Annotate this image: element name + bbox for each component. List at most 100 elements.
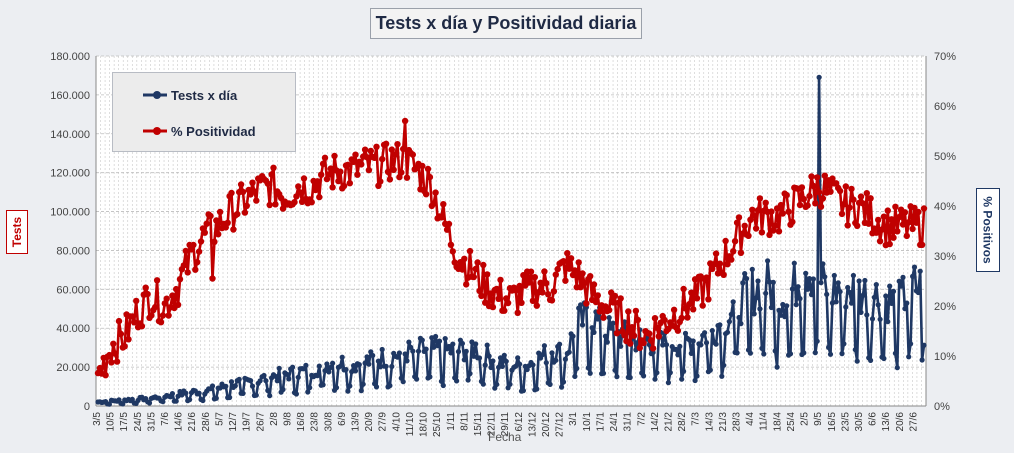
positividad-series-point xyxy=(239,188,247,196)
tests-series-point xyxy=(709,328,715,334)
tests-series-point xyxy=(530,362,536,368)
x-tick-label: 7/2 xyxy=(636,412,647,426)
tests-series-point xyxy=(383,363,389,369)
x-tick-label: 25/10 xyxy=(432,412,443,437)
tests-series-point xyxy=(455,349,462,355)
tests-series-point xyxy=(570,333,576,339)
positividad-series-point xyxy=(842,183,849,190)
positividad-series-point xyxy=(463,281,470,288)
tests-series-point xyxy=(560,379,567,385)
positividad-series-point xyxy=(174,301,182,308)
tests-series-point xyxy=(183,390,189,396)
positividad-series-point xyxy=(836,187,844,195)
tests-series-point xyxy=(890,288,897,294)
positividad-series-point xyxy=(875,216,882,224)
positividad-series-point xyxy=(148,312,155,319)
positividad-series-point xyxy=(243,202,250,209)
positividad-series-point xyxy=(712,250,720,257)
tests-series-point xyxy=(782,314,788,320)
tests-series-point xyxy=(873,282,879,288)
tests-series-point xyxy=(791,260,797,266)
x-tick-label: 12/7 xyxy=(228,412,239,432)
positividad-series-point xyxy=(684,314,691,321)
x-tick-label: 28/6 xyxy=(201,412,212,432)
positividad-series-point xyxy=(142,284,149,291)
tests-series-point xyxy=(303,362,309,368)
tests-series-point xyxy=(389,363,395,370)
tests-series-point xyxy=(805,286,811,292)
y-right-tick-label: 50% xyxy=(934,151,956,163)
positividad-series-point xyxy=(728,256,735,263)
legend: Tests x día % Positividad xyxy=(112,72,296,152)
tests-series-point xyxy=(541,343,548,349)
positividad-series-point xyxy=(703,274,710,281)
tests-series-point xyxy=(614,374,620,380)
positividad-series-point xyxy=(213,217,220,224)
positividad-series-point xyxy=(401,117,409,125)
positividad-series-point xyxy=(125,336,132,343)
positividad-series-point xyxy=(730,248,737,255)
tests-series-point xyxy=(396,350,402,356)
tests-series-point xyxy=(406,339,412,345)
positividad-series-point xyxy=(754,207,762,214)
tests-series-point xyxy=(587,370,593,376)
tests-series-point xyxy=(253,392,259,398)
tests-series-point xyxy=(784,303,790,309)
x-tick-label: 21/3 xyxy=(718,412,729,432)
positividad-series-point xyxy=(390,166,397,173)
tests-series-point xyxy=(160,399,166,405)
positividad-series-point xyxy=(560,258,567,265)
positividad-series-point xyxy=(909,225,916,233)
positividad-series-point xyxy=(361,146,369,153)
tests-series-point xyxy=(663,342,670,348)
tests-series-point xyxy=(497,355,504,361)
positividad-series-point xyxy=(153,277,161,284)
y-left-tick-label: 0 xyxy=(84,401,90,413)
tests-series-point xyxy=(227,394,233,401)
positividad-series-point xyxy=(525,279,533,286)
positividad-series-point xyxy=(636,344,643,352)
positividad-series-point xyxy=(501,307,508,314)
positividad-series-point xyxy=(899,221,907,228)
positividad-series-point xyxy=(365,166,373,174)
positividad-series-point xyxy=(195,248,203,255)
positividad-series-point xyxy=(449,248,456,255)
tests-series-point xyxy=(448,350,454,356)
positividad-series-point xyxy=(537,279,544,286)
tests-series-point xyxy=(265,387,271,394)
tests-series-point xyxy=(480,381,486,387)
tests-series-point xyxy=(404,358,410,364)
positividad-series-point xyxy=(600,314,607,321)
positividad-series-point xyxy=(884,207,891,214)
positividad-series-point xyxy=(470,273,477,281)
positividad-series-point xyxy=(293,193,300,200)
tests-series-point xyxy=(889,300,895,306)
x-tick-label: 6/6 xyxy=(868,412,879,426)
positividad-series-point xyxy=(169,292,176,299)
positividad-series-point xyxy=(905,219,912,226)
tests-series-point xyxy=(482,362,488,368)
tests-series-point xyxy=(585,365,591,371)
positividad-series-point xyxy=(312,186,319,194)
x-tick-label: 14/6 xyxy=(174,412,185,432)
positividad-series-point xyxy=(129,313,136,320)
tests-series-point xyxy=(728,311,734,317)
positividad-series-point xyxy=(190,241,197,249)
x-tick-label: 7/6 xyxy=(160,412,171,426)
positividad-series-point xyxy=(251,188,258,195)
positividad-series-point xyxy=(197,238,205,245)
chart-title: Tests x día y Positividad diaria xyxy=(370,8,642,39)
tests-series-point xyxy=(274,378,280,384)
y-left-tick-label: 80.000 xyxy=(56,245,90,257)
x-tick-label: 13/9 xyxy=(351,412,362,432)
positividad-series-point xyxy=(319,160,327,167)
tests-series-point xyxy=(454,378,460,384)
positividad-series-point xyxy=(651,315,659,322)
x-tick-label: 15/11 xyxy=(473,412,484,437)
x-tick-label: 14/3 xyxy=(704,412,715,432)
tests-series-point xyxy=(850,272,857,279)
tests-series-point xyxy=(572,373,578,379)
positividad-series-point xyxy=(705,296,712,303)
positividad-series-point xyxy=(611,292,619,300)
positividad-series-point xyxy=(203,220,210,227)
